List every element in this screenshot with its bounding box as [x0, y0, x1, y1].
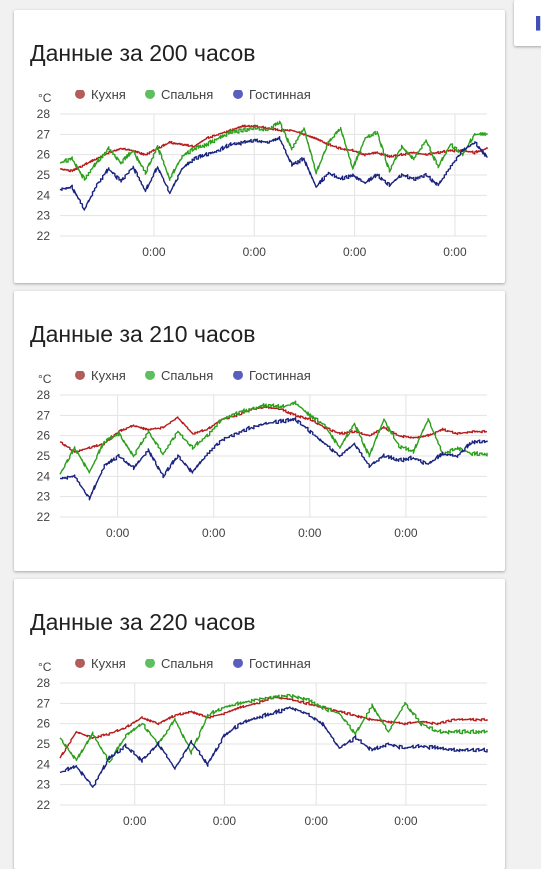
x-tick-label: 0:00	[123, 814, 147, 828]
y-tick-label: 23	[37, 778, 51, 792]
legend-label-living: Гостинная	[249, 90, 311, 102]
x-tick-label: 0:00	[106, 526, 130, 540]
card-title: Данные за 220 часов	[30, 609, 256, 635]
y-tick-label: 24	[37, 188, 51, 202]
x-tick-label: 0:00	[298, 526, 322, 540]
legend-label-bedroom: Спальня	[161, 90, 213, 102]
chart-220: °C Кухня Спальня Гостинная 22 23 24 25 26 27 28 0:0…	[37, 659, 488, 828]
y-unit-label: °C	[38, 660, 52, 674]
card-title: Данные за 210 часов	[30, 321, 256, 347]
y-tick-label: 25	[37, 449, 51, 463]
y-tick-label: 27	[37, 127, 51, 141]
legend-marker-bedroom	[145, 90, 155, 99]
legend-marker-bedroom	[145, 659, 155, 668]
x-tick-label: 0:00	[202, 526, 226, 540]
chart-200: °C Кухня Спальня Гостинная 22 23 24 25 26 27 28 0:0…	[37, 90, 488, 259]
y-tick-label: 25	[37, 168, 51, 182]
x-tick-label: 0:00	[443, 245, 467, 259]
x-tick-label: 0:00	[142, 245, 166, 259]
side-card-icon: ▌	[536, 16, 541, 30]
y-tick-label: 26	[37, 429, 51, 443]
y-tick-label: 28	[37, 676, 51, 690]
series-line-kitchen	[59, 405, 488, 453]
series-line-living	[59, 706, 488, 788]
y-tick-label: 22	[37, 229, 51, 243]
y-tick-label: 26	[37, 717, 51, 731]
series-line-bedroom	[59, 693, 488, 763]
series-line-kitchen	[59, 124, 488, 173]
y-tick-label: 26	[37, 148, 51, 162]
x-tick-label: 0:00	[213, 814, 237, 828]
y-tick-label: 27	[37, 408, 51, 422]
chart-card-200: Данные за 200 часов °C Кухня Спальня Гостин…	[14, 10, 505, 283]
series-line-bedroom	[59, 120, 488, 181]
legend-marker-kitchen	[75, 371, 85, 380]
series-line-living	[59, 417, 488, 501]
side-card-edge[interactable]: ▌	[514, 0, 541, 46]
legend-marker-bedroom	[145, 371, 155, 380]
y-tick-label: 28	[37, 388, 51, 402]
y-tick-label: 28	[37, 107, 51, 121]
y-unit-label: °C	[38, 372, 52, 386]
x-tick-label: 0:00	[394, 814, 418, 828]
series-line-kitchen	[59, 695, 488, 759]
x-tick-label: 0:00	[243, 245, 267, 259]
legend-marker-kitchen	[75, 659, 85, 668]
legend-label-kitchen: Кухня	[91, 371, 126, 383]
legend-label-living: Гостинная	[249, 371, 311, 383]
legend-marker-living	[233, 90, 243, 99]
y-tick-label: 23	[37, 490, 51, 504]
legend-label-living: Гостинная	[249, 659, 311, 671]
y-tick-label: 23	[37, 209, 51, 223]
card-title: Данные за 200 часов	[30, 40, 256, 66]
legend-label-kitchen: Кухня	[91, 659, 126, 671]
legend-marker-living	[233, 371, 243, 380]
chart-card-210: Данные за 210 часов °C Кухня Спальня Гостин…	[14, 291, 505, 571]
y-tick-label: 27	[37, 696, 51, 710]
legend-label-bedroom: Спальня	[161, 371, 213, 383]
y-unit-label: °C	[38, 91, 52, 105]
y-tick-label: 22	[37, 510, 51, 524]
legend-marker-kitchen	[75, 90, 85, 99]
chart-210: °C Кухня Спальня Гостинная 22 23 24 25 26 27 28 0:0…	[37, 371, 488, 540]
series-line-bedroom	[59, 400, 488, 475]
legend-label-kitchen: Кухня	[91, 90, 126, 102]
legend-label-bedroom: Спальня	[161, 659, 213, 671]
x-tick-label: 0:00	[305, 814, 329, 828]
y-tick-label: 24	[37, 469, 51, 483]
x-tick-label: 0:00	[343, 245, 367, 259]
y-tick-label: 24	[37, 757, 51, 771]
y-tick-label: 22	[37, 798, 51, 812]
legend-marker-living	[233, 659, 243, 668]
series-line-living	[59, 136, 488, 211]
y-tick-label: 25	[37, 737, 51, 751]
chart-card-220: Данные за 220 часов °C Кухня Спальня Гостин…	[14, 579, 505, 869]
x-tick-label: 0:00	[394, 526, 418, 540]
